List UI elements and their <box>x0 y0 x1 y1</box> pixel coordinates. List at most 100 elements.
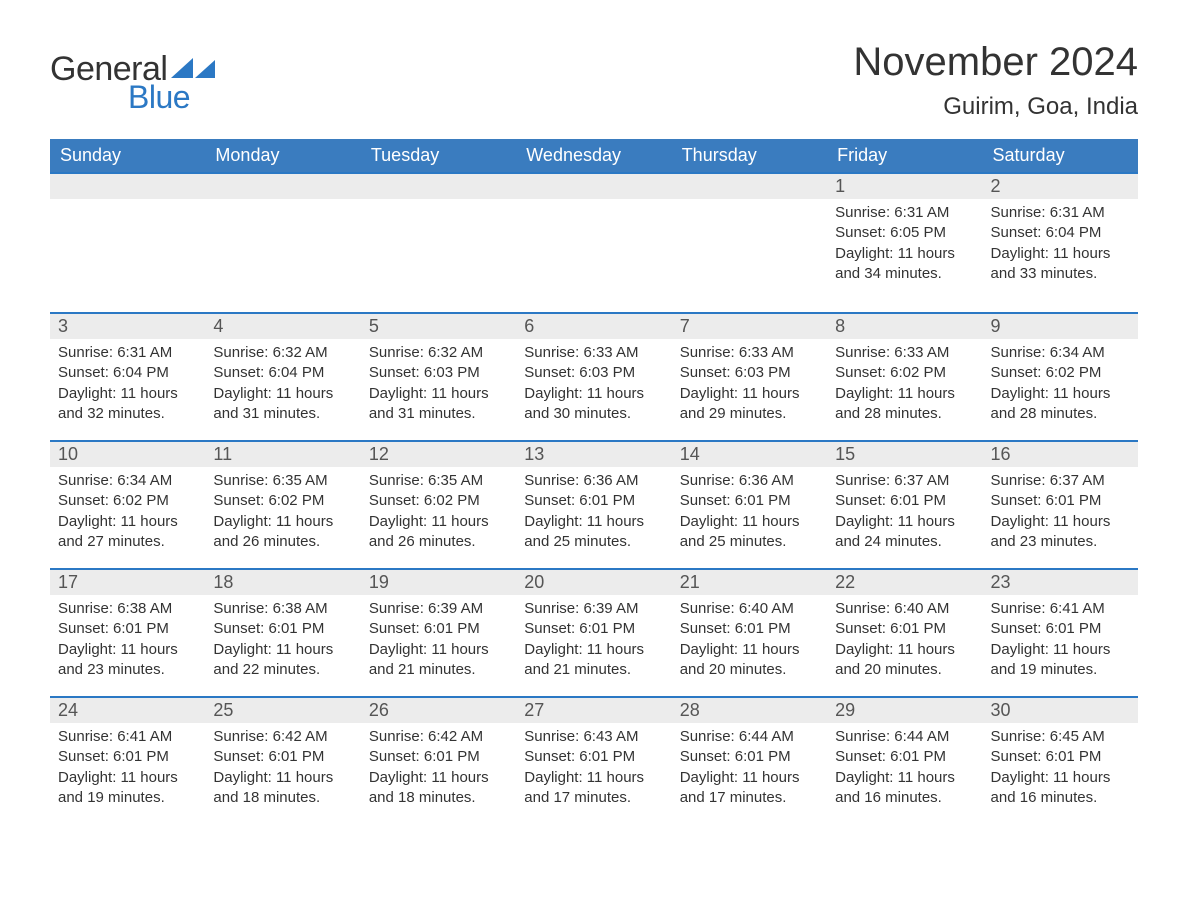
day-details: Sunrise: 6:36 AMSunset: 6:01 PMDaylight:… <box>516 467 671 560</box>
weekday-header: Monday <box>205 139 360 172</box>
sunset-text: Sunset: 6:01 PM <box>213 747 352 767</box>
sunset-text: Sunset: 6:01 PM <box>213 619 352 639</box>
day-number: 17 <box>50 568 205 595</box>
sunset-text: Sunset: 6:01 PM <box>524 747 663 767</box>
day-details: Sunrise: 6:34 AMSunset: 6:02 PMDaylight:… <box>50 467 205 560</box>
daylight-text: Daylight: 11 hours and 23 minutes. <box>991 512 1130 553</box>
sunset-text: Sunset: 6:04 PM <box>58 363 197 383</box>
sunset-text: Sunset: 6:03 PM <box>524 363 663 383</box>
calendar-day-cell: 19Sunrise: 6:39 AMSunset: 6:01 PMDayligh… <box>361 568 516 696</box>
sunset-text: Sunset: 6:01 PM <box>524 619 663 639</box>
daylight-text: Daylight: 11 hours and 22 minutes. <box>213 640 352 681</box>
daylight-text: Daylight: 11 hours and 23 minutes. <box>58 640 197 681</box>
calendar-body: 1Sunrise: 6:31 AMSunset: 6:05 PMDaylight… <box>50 172 1138 824</box>
daylight-text: Daylight: 11 hours and 19 minutes. <box>58 768 197 809</box>
day-details: Sunrise: 6:34 AMSunset: 6:02 PMDaylight:… <box>983 339 1138 432</box>
day-number-bar-empty <box>672 172 827 199</box>
calendar-table: Sunday Monday Tuesday Wednesday Thursday… <box>50 139 1138 824</box>
sunset-text: Sunset: 6:02 PM <box>369 491 508 511</box>
calendar-day-cell: 29Sunrise: 6:44 AMSunset: 6:01 PMDayligh… <box>827 696 982 824</box>
weekday-header: Saturday <box>983 139 1138 172</box>
sunrise-text: Sunrise: 6:38 AM <box>213 599 352 619</box>
daylight-text: Daylight: 11 hours and 20 minutes. <box>835 640 974 681</box>
calendar-day-cell: 20Sunrise: 6:39 AMSunset: 6:01 PMDayligh… <box>516 568 671 696</box>
calendar-day-cell: 27Sunrise: 6:43 AMSunset: 6:01 PMDayligh… <box>516 696 671 824</box>
day-details: Sunrise: 6:42 AMSunset: 6:01 PMDaylight:… <box>361 723 516 816</box>
daylight-text: Daylight: 11 hours and 24 minutes. <box>835 512 974 553</box>
day-number: 20 <box>516 568 671 595</box>
sunrise-text: Sunrise: 6:37 AM <box>835 471 974 491</box>
sunrise-text: Sunrise: 6:40 AM <box>835 599 974 619</box>
sunrise-text: Sunrise: 6:32 AM <box>369 343 508 363</box>
sunset-text: Sunset: 6:02 PM <box>991 363 1130 383</box>
day-number: 5 <box>361 312 516 339</box>
day-number: 4 <box>205 312 360 339</box>
location-label: Guirim, Goa, India <box>853 93 1138 121</box>
day-number: 2 <box>983 172 1138 199</box>
calendar-day-cell: 14Sunrise: 6:36 AMSunset: 6:01 PMDayligh… <box>672 440 827 568</box>
sunset-text: Sunset: 6:01 PM <box>369 619 508 639</box>
daylight-text: Daylight: 11 hours and 21 minutes. <box>524 640 663 681</box>
day-details: Sunrise: 6:39 AMSunset: 6:01 PMDaylight:… <box>361 595 516 688</box>
day-details: Sunrise: 6:36 AMSunset: 6:01 PMDaylight:… <box>672 467 827 560</box>
day-details: Sunrise: 6:31 AMSunset: 6:05 PMDaylight:… <box>827 199 982 292</box>
day-number-bar-empty <box>361 172 516 199</box>
weekday-header: Thursday <box>672 139 827 172</box>
day-details: Sunrise: 6:39 AMSunset: 6:01 PMDaylight:… <box>516 595 671 688</box>
day-number-bar-empty <box>516 172 671 199</box>
calendar-day-cell: 3Sunrise: 6:31 AMSunset: 6:04 PMDaylight… <box>50 312 205 440</box>
title-block: November 2024 Guirim, Goa, India <box>853 40 1138 121</box>
daylight-text: Daylight: 11 hours and 25 minutes. <box>524 512 663 553</box>
sunrise-text: Sunrise: 6:45 AM <box>991 727 1130 747</box>
day-details: Sunrise: 6:37 AMSunset: 6:01 PMDaylight:… <box>827 467 982 560</box>
day-number-bar-empty <box>205 172 360 199</box>
daylight-text: Daylight: 11 hours and 17 minutes. <box>680 768 819 809</box>
daylight-text: Daylight: 11 hours and 18 minutes. <box>213 768 352 809</box>
day-details: Sunrise: 6:42 AMSunset: 6:01 PMDaylight:… <box>205 723 360 816</box>
daylight-text: Daylight: 11 hours and 17 minutes. <box>524 768 663 809</box>
daylight-text: Daylight: 11 hours and 34 minutes. <box>835 244 974 285</box>
calendar-day-cell <box>672 172 827 312</box>
day-number: 24 <box>50 696 205 723</box>
daylight-text: Daylight: 11 hours and 32 minutes. <box>58 384 197 425</box>
daylight-text: Daylight: 11 hours and 31 minutes. <box>213 384 352 425</box>
daylight-text: Daylight: 11 hours and 29 minutes. <box>680 384 819 425</box>
page-header: General Blue November 2024 Guirim, Goa, … <box>50 40 1138 121</box>
sunrise-text: Sunrise: 6:36 AM <box>680 471 819 491</box>
sunset-text: Sunset: 6:01 PM <box>835 491 974 511</box>
sunrise-text: Sunrise: 6:33 AM <box>835 343 974 363</box>
day-number: 22 <box>827 568 982 595</box>
daylight-text: Daylight: 11 hours and 20 minutes. <box>680 640 819 681</box>
sunrise-text: Sunrise: 6:36 AM <box>524 471 663 491</box>
sunset-text: Sunset: 6:05 PM <box>835 223 974 243</box>
logo: General Blue <box>50 40 215 116</box>
day-details: Sunrise: 6:33 AMSunset: 6:02 PMDaylight:… <box>827 339 982 432</box>
calendar-week-row: 10Sunrise: 6:34 AMSunset: 6:02 PMDayligh… <box>50 440 1138 568</box>
calendar-day-cell: 2Sunrise: 6:31 AMSunset: 6:04 PMDaylight… <box>983 172 1138 312</box>
calendar-day-cell: 12Sunrise: 6:35 AMSunset: 6:02 PMDayligh… <box>361 440 516 568</box>
sunrise-text: Sunrise: 6:34 AM <box>991 343 1130 363</box>
day-number: 21 <box>672 568 827 595</box>
calendar-day-cell: 28Sunrise: 6:44 AMSunset: 6:01 PMDayligh… <box>672 696 827 824</box>
sunrise-text: Sunrise: 6:35 AM <box>369 471 508 491</box>
sunrise-text: Sunrise: 6:35 AM <box>213 471 352 491</box>
calendar-day-cell: 9Sunrise: 6:34 AMSunset: 6:02 PMDaylight… <box>983 312 1138 440</box>
day-details: Sunrise: 6:31 AMSunset: 6:04 PMDaylight:… <box>983 199 1138 292</box>
daylight-text: Daylight: 11 hours and 18 minutes. <box>369 768 508 809</box>
calendar-week-row: 17Sunrise: 6:38 AMSunset: 6:01 PMDayligh… <box>50 568 1138 696</box>
sunrise-text: Sunrise: 6:40 AM <box>680 599 819 619</box>
sunrise-text: Sunrise: 6:44 AM <box>835 727 974 747</box>
day-number: 7 <box>672 312 827 339</box>
day-details: Sunrise: 6:40 AMSunset: 6:01 PMDaylight:… <box>827 595 982 688</box>
sunrise-text: Sunrise: 6:42 AM <box>369 727 508 747</box>
day-details: Sunrise: 6:33 AMSunset: 6:03 PMDaylight:… <box>672 339 827 432</box>
day-details: Sunrise: 6:44 AMSunset: 6:01 PMDaylight:… <box>672 723 827 816</box>
day-number: 25 <box>205 696 360 723</box>
weekday-header-row: Sunday Monday Tuesday Wednesday Thursday… <box>50 139 1138 172</box>
day-number: 11 <box>205 440 360 467</box>
sunset-text: Sunset: 6:03 PM <box>369 363 508 383</box>
sunrise-text: Sunrise: 6:37 AM <box>991 471 1130 491</box>
calendar-day-cell: 15Sunrise: 6:37 AMSunset: 6:01 PMDayligh… <box>827 440 982 568</box>
day-details: Sunrise: 6:40 AMSunset: 6:01 PMDaylight:… <box>672 595 827 688</box>
daylight-text: Daylight: 11 hours and 31 minutes. <box>369 384 508 425</box>
